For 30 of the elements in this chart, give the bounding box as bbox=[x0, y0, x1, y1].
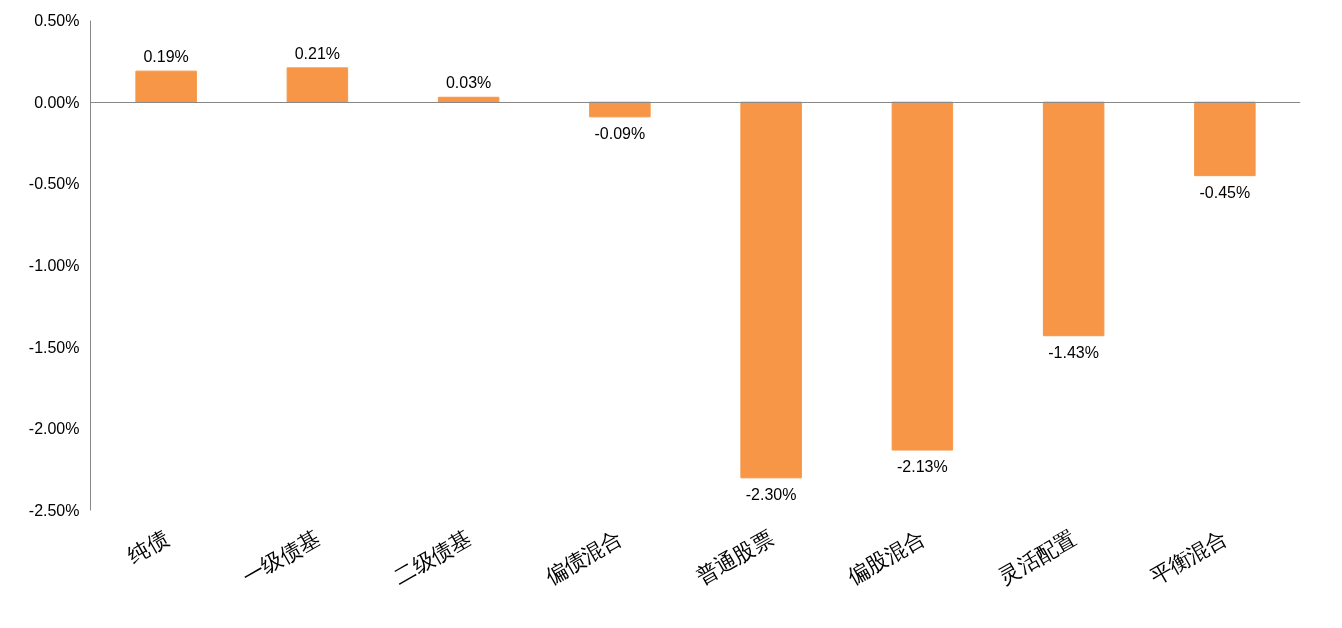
data-label: -2.30% bbox=[745, 485, 797, 503]
data-label: -1.43% bbox=[1048, 343, 1099, 361]
y-tick-label: -1.50% bbox=[28, 338, 80, 356]
data-label: 0.19% bbox=[143, 48, 189, 66]
bar bbox=[286, 67, 349, 103]
y-tick-label: -1.00% bbox=[28, 257, 80, 274]
x-tick-label: 灵活配置 bbox=[994, 525, 1080, 590]
bar bbox=[135, 70, 197, 103]
data-label: -2.13% bbox=[897, 458, 948, 476]
y-tick-label: -2.00% bbox=[28, 420, 80, 438]
x-tick-label: 二级债基 bbox=[389, 525, 475, 590]
data-label: 0.03% bbox=[445, 74, 492, 92]
data-label: -0.45% bbox=[1199, 183, 1251, 201]
bar bbox=[1194, 101, 1256, 177]
bar bbox=[740, 101, 802, 479]
y-tick-label: -2.50% bbox=[28, 502, 80, 519]
y-tick-label: 0.50% bbox=[34, 12, 80, 29]
data-label: 0.21% bbox=[294, 44, 341, 62]
x-tick-label: 偏股混合 bbox=[843, 525, 929, 590]
bar bbox=[589, 101, 651, 118]
data-label: -0.09% bbox=[594, 124, 646, 142]
bar bbox=[891, 101, 954, 451]
y-tick-label: -0.50% bbox=[28, 175, 80, 193]
x-tick-label: 普通股票 bbox=[692, 525, 778, 590]
y-tick-label: 0.00% bbox=[34, 93, 80, 111]
bar bbox=[1042, 101, 1105, 337]
x-tick-label: 平衡混合 bbox=[1145, 525, 1232, 590]
x-tick-label: 一级债基 bbox=[238, 525, 324, 590]
x-tick-label: 偏债混合 bbox=[540, 525, 627, 590]
x-tick-label: 纯债 bbox=[123, 525, 173, 569]
